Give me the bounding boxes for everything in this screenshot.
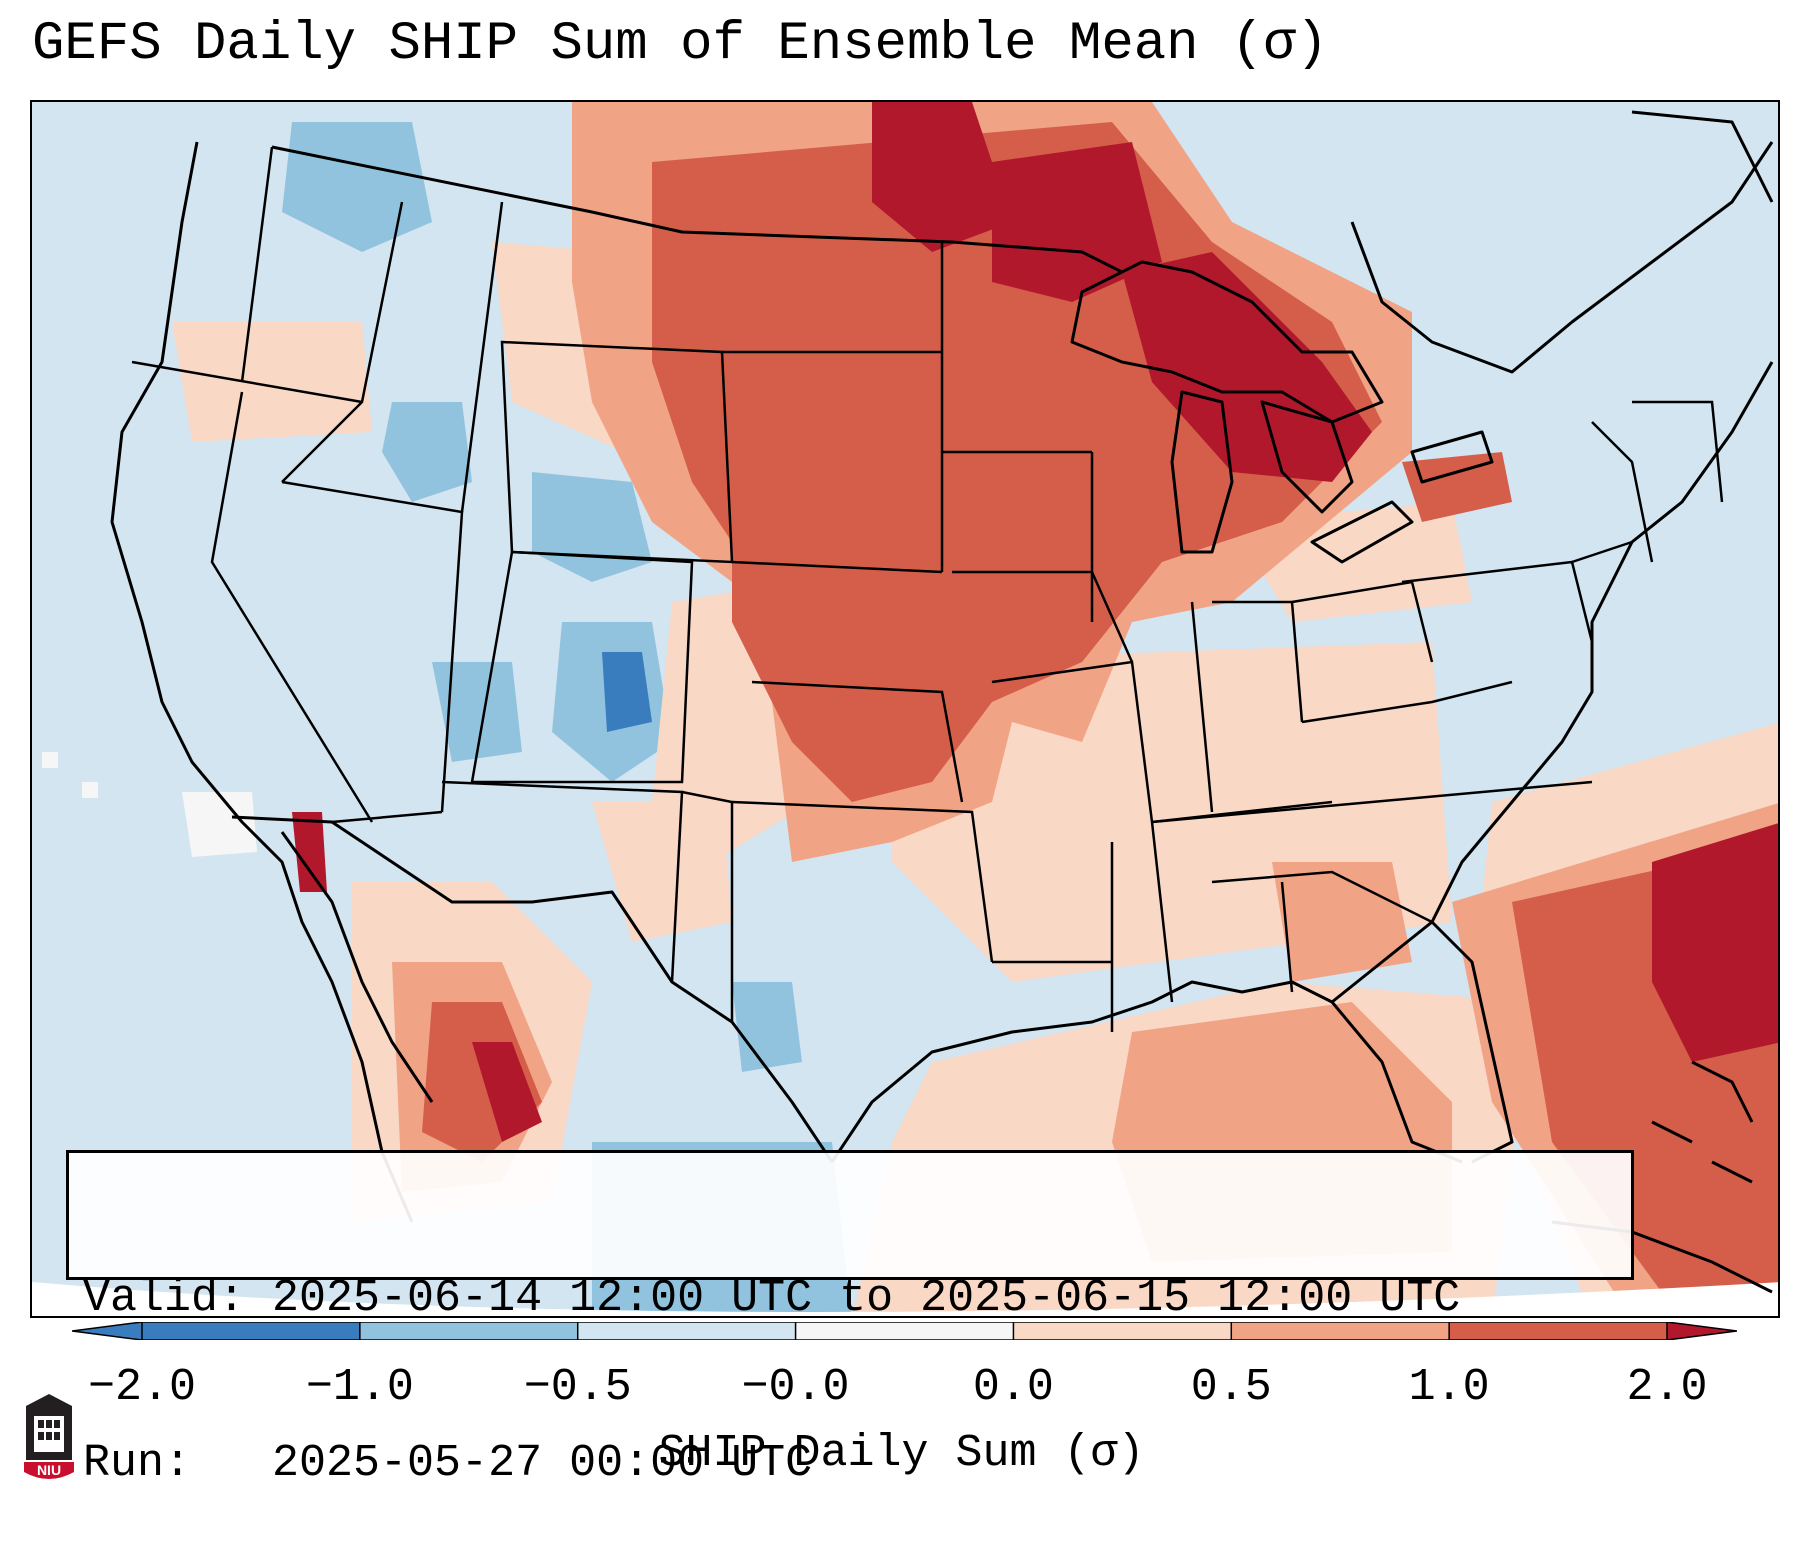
gulf-coast xyxy=(830,980,1463,1164)
colorbar-tick-label: −0.0 xyxy=(741,1362,850,1413)
lake-ontario xyxy=(1410,430,1494,484)
valid-time-box: Valid: 2025-06-14 12:00 UTC to 2025-06-1… xyxy=(66,1150,1634,1489)
colorbar-extend-min xyxy=(72,1322,142,1340)
anomaly-field xyxy=(32,102,1778,1316)
atlantic-coast xyxy=(1430,361,1774,923)
canada-border xyxy=(271,145,1123,274)
colorbar-tick-label: 0.0 xyxy=(972,1362,1054,1413)
colorbar-bin xyxy=(795,1322,1014,1340)
colorbar xyxy=(72,1322,1737,1340)
colorbar-bin xyxy=(577,1322,797,1340)
colorbar-bin xyxy=(1231,1322,1450,1340)
colorbar-tick-label: 1.0 xyxy=(1408,1362,1490,1413)
colorbar-tick-label: −2.0 xyxy=(87,1362,197,1413)
niu-logo: NIU xyxy=(24,1394,74,1479)
colorbar-bin xyxy=(1013,1322,1232,1340)
boundaries xyxy=(110,110,1774,1223)
colorbar-bin xyxy=(142,1322,361,1340)
colorbar-bin xyxy=(1449,1322,1668,1340)
colorbar-tick-label: −0.5 xyxy=(523,1362,632,1413)
map-title: GEFS Daily SHIP Sum of Ensemble Mean (σ) xyxy=(32,14,1329,75)
lake-superior xyxy=(1070,260,1384,424)
lake-huron xyxy=(1260,400,1354,514)
map-panel xyxy=(30,100,1780,1318)
pacific-coast xyxy=(110,141,414,1223)
colorbar-tick-label: 0.5 xyxy=(1190,1362,1272,1413)
valid-time-text: Valid: 2025-06-14 12:00 UTC to 2025-06-1… xyxy=(83,1273,1461,1324)
state-borders xyxy=(131,146,1724,1032)
lake-erie xyxy=(1310,500,1414,564)
colorbar-label: SHIP Daily Sum (σ) xyxy=(658,1428,1145,1479)
anomaly-map xyxy=(32,102,1778,1316)
lake-michigan xyxy=(1170,390,1234,554)
colorbar-tick-label: −1.0 xyxy=(305,1362,414,1413)
colorbar-bin xyxy=(359,1322,579,1340)
mexico-border xyxy=(231,815,834,1163)
colorbar-extend-max xyxy=(1667,1322,1737,1340)
colorbar-tick-label: 2.0 xyxy=(1626,1362,1708,1413)
svg-text:NIU: NIU xyxy=(37,1462,61,1478)
run-time-text: Run: 2025-05-27 00:00 UTC xyxy=(83,1438,813,1489)
